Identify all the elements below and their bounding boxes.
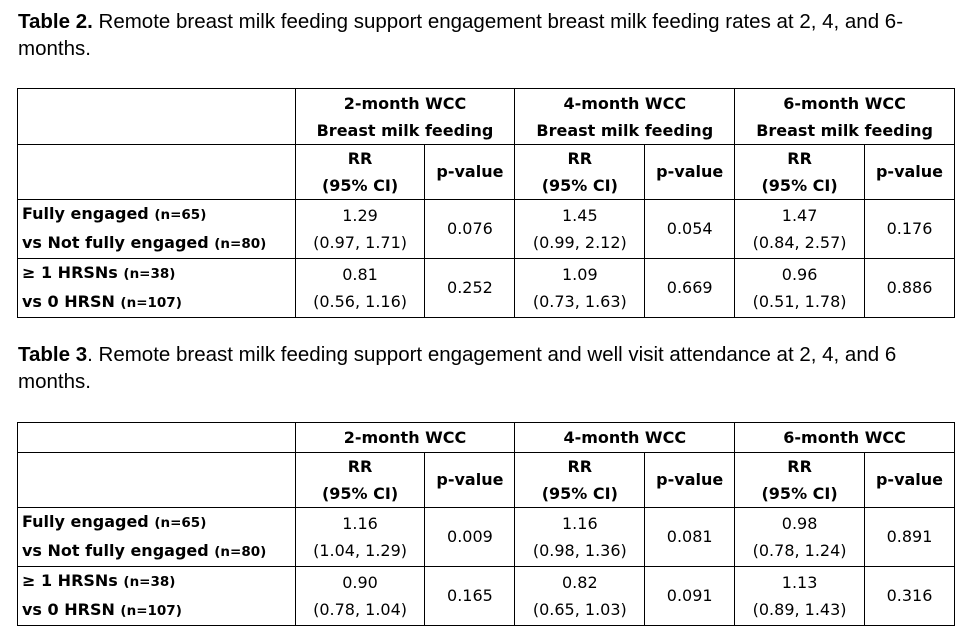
p-value-header: p-value	[864, 452, 955, 508]
rr-ci-header: RR (95% CI)	[514, 452, 646, 508]
p-value-cell: 0.891	[864, 507, 955, 567]
row-label: ≥ 1 HRSNs (n=38) vs 0 HRSN (n=107)	[17, 566, 296, 626]
p-value-header: p-value	[864, 144, 955, 200]
table-row: Fully engaged (n=65) vs Not fully engaged…	[17, 199, 955, 259]
table3-subheader-row: RR (95% CI) p-value RR (95% CI) p-value RR…	[17, 452, 955, 508]
row-label: ≥ 1 HRSNs (n=38) vs 0 HRSN (n=107)	[17, 258, 296, 318]
table2-group-header: 2-month WCC Breast milk feeding	[294, 88, 516, 145]
table3-group-header: 2-month WCC	[294, 422, 516, 453]
rr-ci-cell: 0.81 (0.56, 1.16)	[294, 258, 426, 318]
table2-corner-cell	[17, 88, 296, 145]
rr-ci-header: RR (95% CI)	[734, 144, 865, 200]
p-value-cell: 0.886	[864, 258, 955, 318]
table3-group-header-row: 2-month WCC 4-month WCC 6-month WCC	[17, 422, 955, 453]
rr-ci-cell: 1.29 (0.97, 1.71)	[294, 199, 426, 259]
rr-ci-cell: 1.45 (0.99, 2.12)	[514, 199, 646, 259]
table3-group-header: 6-month WCC	[734, 422, 955, 453]
p-value-cell: 0.669	[644, 258, 736, 318]
p-value-header: p-value	[644, 452, 736, 508]
table2-subheader-blank	[17, 144, 296, 200]
rr-ci-header: RR (95% CI)	[294, 452, 426, 508]
table3-subheader-blank	[17, 452, 296, 508]
table2-caption: Table 2. Remote breast milk feeding supp…	[18, 8, 948, 62]
rr-ci-cell: 0.82 (0.65, 1.03)	[514, 566, 646, 626]
rr-ci-cell: 1.16 (1.04, 1.29)	[294, 507, 426, 567]
table-row: ≥ 1 HRSNs (n=38) vs 0 HRSN (n=107) 0.90 (0…	[17, 566, 955, 626]
p-value-header: p-value	[424, 144, 516, 200]
rr-ci-cell: 0.90 (0.78, 1.04)	[294, 566, 426, 626]
rr-ci-header: RR (95% CI)	[294, 144, 426, 200]
table3-group-header: 4-month WCC	[514, 422, 736, 453]
rr-ci-cell: 1.16 (0.98, 1.36)	[514, 507, 646, 567]
rr-ci-cell: 0.98 (0.78, 1.24)	[734, 507, 865, 567]
p-value-cell: 0.054	[644, 199, 736, 259]
p-value-cell: 0.076	[424, 199, 516, 259]
p-value-cell: 0.009	[424, 507, 516, 567]
table3-corner-cell	[17, 422, 296, 453]
table2: 2-month WCC Breast milk feeding 4-month W…	[17, 88, 955, 318]
table2-group-header-row: 2-month WCC Breast milk feeding 4-month W…	[17, 88, 955, 145]
rr-ci-cell: 1.47 (0.84, 2.57)	[734, 199, 865, 259]
rr-ci-header: RR (95% CI)	[514, 144, 646, 200]
table2-subheader-row: RR (95% CI) p-value RR (95% CI) p-value RR…	[17, 144, 955, 200]
p-value-cell: 0.091	[644, 566, 736, 626]
p-value-cell: 0.165	[424, 566, 516, 626]
table3: 2-month WCC 4-month WCC 6-month WCC RR (9…	[17, 422, 955, 626]
p-value-cell: 0.081	[644, 507, 736, 567]
rr-ci-cell: 0.96 (0.51, 1.78)	[734, 258, 865, 318]
table-row: Fully engaged (n=65) vs Not fully engaged…	[17, 507, 955, 567]
rr-ci-cell: 1.13 (0.89, 1.43)	[734, 566, 865, 626]
row-label: Fully engaged (n=65) vs Not fully engaged…	[17, 507, 296, 567]
table2-group-header: 6-month WCC Breast milk feeding	[734, 88, 955, 145]
p-value-cell: 0.252	[424, 258, 516, 318]
p-value-header: p-value	[644, 144, 736, 200]
p-value-cell: 0.316	[864, 566, 955, 626]
p-value-cell: 0.176	[864, 199, 955, 259]
table3-caption-text: . Remote breast milk feeding support eng…	[18, 343, 897, 393]
row-label: Fully engaged (n=65) vs Not fully engaged…	[17, 199, 296, 259]
rr-ci-header: RR (95% CI)	[734, 452, 865, 508]
p-value-header: p-value	[424, 452, 516, 508]
rr-ci-cell: 1.09 (0.73, 1.63)	[514, 258, 646, 318]
table2-caption-label: Table 2.	[18, 10, 93, 33]
table-row: ≥ 1 HRSNs (n=38) vs 0 HRSN (n=107) 0.81 (0…	[17, 258, 955, 318]
table3-caption-label: Table 3	[18, 343, 88, 366]
table2-group-header: 4-month WCC Breast milk feeding	[514, 88, 736, 145]
table3-caption: Table 3. Remote breast milk feeding supp…	[18, 341, 948, 395]
table2-caption-text: Remote breast milk feeding support engag…	[18, 10, 904, 60]
